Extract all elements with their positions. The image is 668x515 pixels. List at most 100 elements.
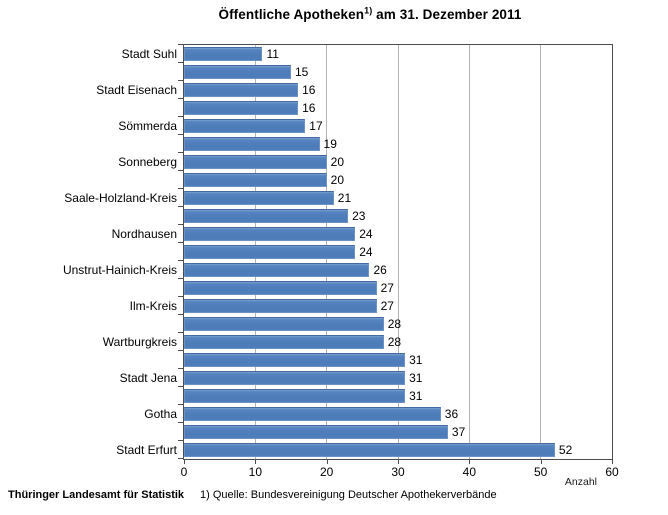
bar xyxy=(184,335,384,349)
bar xyxy=(184,371,406,385)
bar-row: 21 xyxy=(184,189,612,207)
bar xyxy=(184,227,356,241)
category-label: Sonneberg xyxy=(118,155,177,169)
bar-row: 16 xyxy=(184,99,612,117)
chart-title-main: Öffentliche Apotheken xyxy=(218,7,365,22)
x-tick-label: 50 xyxy=(533,465,548,479)
bar xyxy=(184,389,406,403)
y-axis-tick xyxy=(178,170,183,171)
y-axis-tick xyxy=(178,152,183,153)
value-label: 24 xyxy=(359,227,373,241)
value-label: 31 xyxy=(409,353,423,367)
value-label: 31 xyxy=(409,389,423,403)
category-label: Stadt Jena xyxy=(119,371,177,385)
x-axis-tick xyxy=(469,460,471,464)
bar-row: 27 xyxy=(184,279,612,297)
bar-row: 20 xyxy=(184,171,612,189)
category-label: Sömmerda xyxy=(118,119,177,133)
footnote-text: 1) Quelle: Bundesvereinigung Deutscher A… xyxy=(200,489,497,501)
y-axis-tick xyxy=(178,350,183,351)
y-axis-tick xyxy=(178,422,183,423)
value-label: 21 xyxy=(337,191,352,205)
source-attribution: Thüringer Landesamt für Statistik xyxy=(8,489,185,501)
value-label: 27 xyxy=(380,299,394,313)
gridline xyxy=(540,45,542,459)
x-axis-tick xyxy=(612,460,613,464)
bar-row: 31 xyxy=(184,351,612,369)
category-label: Wartburgkreis xyxy=(102,335,177,349)
bar-row: 26 xyxy=(184,261,612,279)
bar-row: 23 xyxy=(184,207,612,225)
bar xyxy=(184,353,406,367)
bar xyxy=(184,263,370,277)
y-axis-tick xyxy=(178,260,183,261)
y-axis-tick xyxy=(178,314,183,315)
x-tick-label: 0 xyxy=(180,465,188,479)
chart-title-date: am 31. Dezember 2011 xyxy=(372,7,522,22)
value-label: 36 xyxy=(444,407,459,421)
value-label: 52 xyxy=(558,443,573,457)
y-axis-tick xyxy=(178,278,183,279)
x-tick-label: 10 xyxy=(248,465,262,479)
x-axis-tick xyxy=(255,460,257,464)
y-axis-tick xyxy=(178,134,183,135)
x-tick-label: 60 xyxy=(605,465,619,479)
value-label: 31 xyxy=(409,371,423,385)
y-axis-tick xyxy=(178,188,183,189)
category-label: Ilm-Kreis xyxy=(129,299,177,313)
bar-row: 28 xyxy=(184,315,612,333)
value-label: 26 xyxy=(373,263,387,277)
bar xyxy=(184,101,299,115)
value-label: 16 xyxy=(302,83,316,97)
bar-row: 37 xyxy=(184,423,612,441)
category-label: Stadt Eisenach xyxy=(96,83,177,97)
chart-title: Öffentliche Apotheken1) am 31. Dezember … xyxy=(72,5,668,22)
y-axis-tick xyxy=(178,404,183,405)
y-axis-tick xyxy=(178,386,183,387)
x-axis-tick xyxy=(326,460,328,464)
x-tick-label: 20 xyxy=(319,465,334,479)
value-label: 28 xyxy=(387,335,402,349)
category-label: Unstrut-Hainich-Kreis xyxy=(62,263,177,277)
category-label: Stadt Erfurt xyxy=(116,443,177,457)
plot-area: 11 15 16 16 17 19 20 20 21 23 24 24 26 27 27 28 28 31 31 31… xyxy=(183,44,613,460)
bar xyxy=(184,155,327,169)
y-axis-tick xyxy=(178,44,183,45)
x-axis-title: Anzahl xyxy=(564,476,597,488)
chart-title-footnote-marker: 1) xyxy=(364,5,373,16)
bar xyxy=(184,191,334,205)
value-label: 11 xyxy=(266,47,279,61)
value-label: 15 xyxy=(295,65,309,79)
bar xyxy=(184,119,306,133)
category-label: Saale-Holzland-Kreis xyxy=(64,191,177,205)
y-axis-tick xyxy=(178,206,183,207)
bar-row: 24 xyxy=(184,225,612,243)
bar-row: 11 xyxy=(184,45,612,63)
value-label: 28 xyxy=(387,317,402,331)
value-label: 37 xyxy=(451,425,466,439)
y-axis-tick xyxy=(178,98,183,99)
x-axis-tick xyxy=(184,460,185,464)
bar xyxy=(184,317,384,331)
bar-row: 27 xyxy=(184,297,612,315)
bar-row: 20 xyxy=(184,153,612,171)
category-label: Stadt Suhl xyxy=(121,47,177,61)
bar xyxy=(184,83,299,97)
bar-row: 31 xyxy=(184,369,612,387)
bar xyxy=(184,209,349,223)
bar-row: 24 xyxy=(184,243,612,261)
y-axis-tick xyxy=(178,116,183,117)
y-axis-tick xyxy=(178,62,183,63)
bar xyxy=(184,443,555,457)
y-axis-tick xyxy=(178,332,183,333)
x-axis-tick xyxy=(540,460,542,464)
bar-row: 15 xyxy=(184,63,612,81)
category-label: Gotha xyxy=(144,407,177,421)
y-axis-tick xyxy=(178,224,183,225)
bar xyxy=(184,245,356,259)
gridline xyxy=(397,45,399,459)
y-axis-tick xyxy=(178,440,183,441)
bar xyxy=(184,137,320,151)
value-label: 20 xyxy=(330,173,345,187)
